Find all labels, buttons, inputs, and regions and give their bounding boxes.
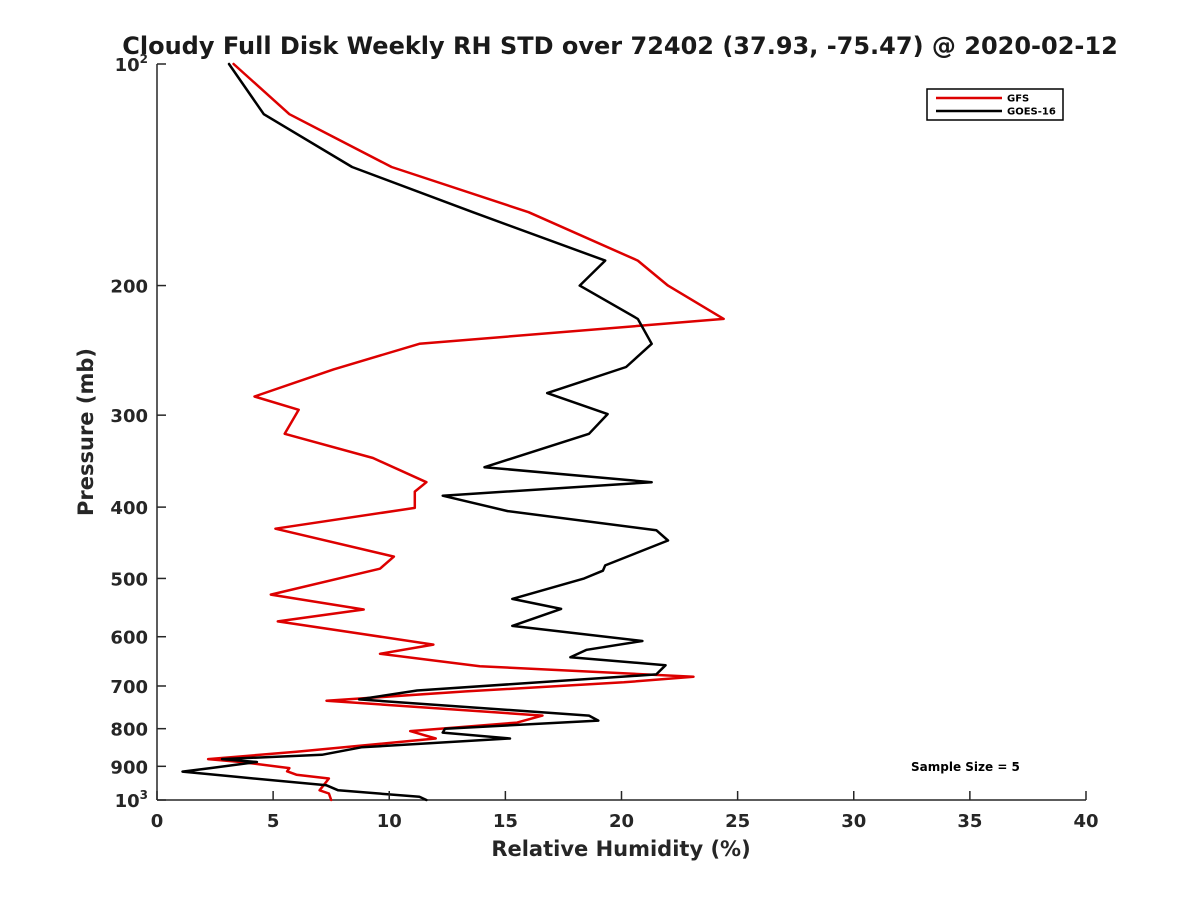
- x-tick-label: 20: [609, 811, 634, 832]
- y-axis-label: Pressure (mb): [74, 348, 98, 516]
- y-axis-ticks: 102 200 300 400 500 600 700 800 900 103: [110, 52, 166, 812]
- legend-label-goes16: GOES-16: [1007, 107, 1056, 118]
- sample-size-annotation: Sample Size = 5: [911, 760, 1020, 774]
- x-axis-ticks: 0 5 10 15 20 25 30 35 40: [151, 791, 1099, 832]
- y-tick-label: 900: [110, 757, 148, 778]
- x-tick-label: 15: [493, 811, 518, 832]
- x-tick-label: 0: [151, 811, 164, 832]
- y-tick-label: 103: [115, 788, 148, 812]
- x-tick-label: 40: [1073, 811, 1098, 832]
- legend-label-gfs: GFS: [1007, 94, 1029, 105]
- y-tick-label: 500: [110, 569, 148, 590]
- y-tick-label: 600: [110, 628, 148, 649]
- y-tick-label: 800: [110, 720, 148, 741]
- y-tick-label: 300: [110, 406, 148, 427]
- legend: GFS GOES-16: [926, 88, 1064, 121]
- x-tick-label: 25: [725, 811, 750, 832]
- series-layer: [181, 62, 725, 802]
- series-line-gfs: [206, 62, 725, 802]
- chart-title: Cloudy Full Disk Weekly RH STD over 7240…: [122, 32, 1118, 60]
- x-tick-label: 30: [841, 811, 866, 832]
- series-line-goes16: [181, 62, 670, 802]
- y-tick-label: 700: [110, 677, 148, 698]
- y-tick-label: 200: [110, 277, 148, 298]
- y-tick-label: 400: [110, 498, 148, 519]
- x-tick-label: 5: [267, 811, 280, 832]
- plot-area: [156, 64, 1086, 801]
- x-tick-label: 35: [957, 811, 982, 832]
- x-axis-label: Relative Humidity (%): [491, 837, 750, 861]
- x-tick-label: 10: [377, 811, 402, 832]
- legend-box: [926, 88, 1064, 121]
- y-tick-label: 102: [115, 52, 148, 76]
